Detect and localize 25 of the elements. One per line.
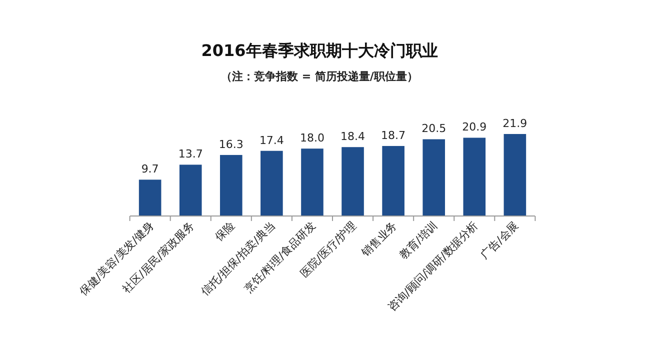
data-label: 16.3 bbox=[218, 138, 244, 151]
data-label: 20.5 bbox=[422, 122, 446, 136]
bar bbox=[463, 138, 486, 216]
x-tick-label: 广告/会展 bbox=[478, 218, 522, 262]
x-tick-label: 保险 bbox=[212, 218, 238, 244]
bar bbox=[301, 148, 324, 216]
bar bbox=[179, 164, 202, 216]
data-label: 9.7 bbox=[141, 162, 159, 176]
data-label: 13.7 bbox=[178, 148, 203, 161]
bar bbox=[260, 150, 283, 216]
bar bbox=[422, 139, 445, 216]
bar bbox=[138, 180, 162, 216]
bar bbox=[342, 147, 364, 216]
data-label: 18.0 bbox=[300, 132, 324, 145]
chart-subtitle: （注：竞争指数 = 简历投递量/职位量） bbox=[221, 70, 418, 83]
bar bbox=[504, 134, 526, 216]
data-label: 18.7 bbox=[381, 128, 406, 142]
data-label: 21.9 bbox=[502, 117, 528, 130]
data-label: 20.9 bbox=[462, 120, 487, 134]
data-label: 17.4 bbox=[259, 134, 284, 147]
x-tick-label: 销售业务 bbox=[358, 218, 400, 260]
bar bbox=[220, 154, 242, 216]
bar bbox=[382, 146, 404, 216]
data-label: 18.4 bbox=[340, 130, 366, 144]
chart-title: 2016年春季求职期十大冷门职业 bbox=[201, 41, 438, 60]
